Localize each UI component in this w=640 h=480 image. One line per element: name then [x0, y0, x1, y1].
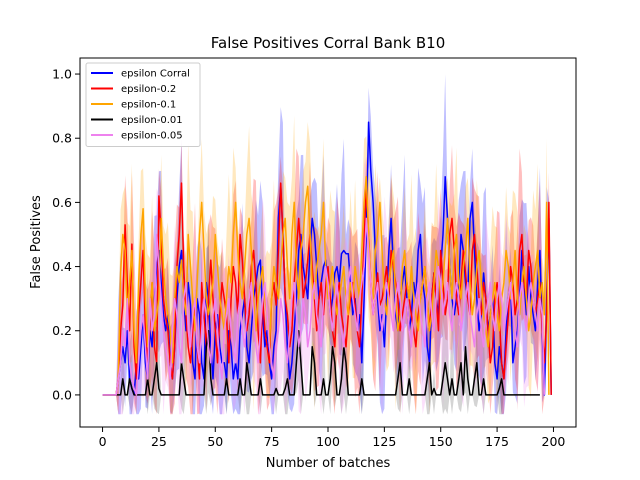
x-tick-label: 0 [99, 434, 107, 449]
x-tick-label: 150 [429, 434, 453, 449]
legend: epsilon Corral epsilon-0.2 epsilon-0.1 epsi… [85, 62, 201, 147]
series-line-epsilon-0-01 [102, 329, 540, 396]
x-tick-label: 200 [542, 434, 566, 449]
legend-label: epsilon-0.01 [121, 115, 183, 126]
series-lines [102, 121, 552, 396]
x-tick-label: 100 [316, 434, 340, 449]
legend-label: epsilon-0.1 [121, 100, 176, 111]
y-tick-label: 0.6 [52, 195, 72, 210]
y-tick-label: 0.0 [52, 387, 72, 402]
chart-title: False Positives Corral Bank B10 [211, 34, 446, 52]
x-tick-label: 125 [372, 434, 396, 449]
y-tick-label: 0.2 [52, 323, 72, 338]
legend-box [85, 62, 201, 147]
y-tick-label: 0.8 [52, 131, 72, 146]
legend-label: epsilon Corral [121, 69, 190, 80]
x-tick-label: 25 [151, 434, 167, 449]
x-tick-label: 175 [485, 434, 509, 449]
x-axis: 0 25 50 75 100 125 150 175 200 [99, 427, 566, 449]
y-tick-label: 0.4 [52, 259, 72, 274]
series-line-epsilon-0-05 [102, 217, 546, 396]
band-epsilon-0-01 [102, 219, 540, 415]
y-tick-label: 1.0 [52, 67, 72, 82]
legend-label: epsilon-0.05 [121, 131, 183, 142]
y-axis: 0.0 0.2 0.4 0.6 0.8 1.0 [52, 67, 80, 402]
x-tick-label: 50 [207, 434, 223, 449]
legend-label: epsilon-0.2 [121, 84, 176, 95]
x-tick-label: 75 [264, 434, 280, 449]
band-epsilon-0-05 [102, 156, 545, 415]
x-axis-label: Number of batches [266, 456, 391, 471]
y-axis-label: False Positives [29, 195, 44, 289]
